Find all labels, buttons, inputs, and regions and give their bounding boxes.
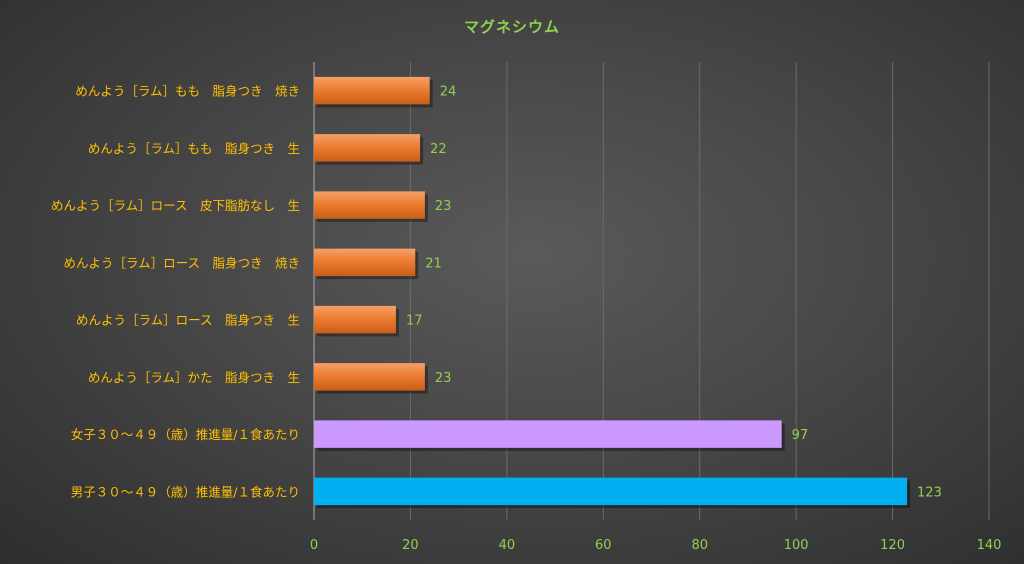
x-tick-label: 0	[310, 538, 318, 553]
chart-title: マグネシウム	[464, 18, 560, 36]
data-label: 97	[792, 428, 809, 443]
category-label: めんよう［ラム］ロース 脂身つき 焼き	[63, 255, 300, 270]
bar	[314, 134, 421, 162]
data-label: 23	[435, 371, 452, 386]
x-tick-label: 20	[402, 538, 419, 553]
x-tick-label: 120	[880, 538, 905, 553]
gridlines	[313, 62, 990, 520]
data-label: 21	[425, 256, 442, 271]
bars: 24 22 23 21 17 23 97 123	[314, 76, 942, 509]
category-label: めんよう［ラム］ロース 脂身つき 生	[76, 313, 300, 328]
data-label: 123	[917, 485, 942, 500]
x-axis-ticks: 0 20 40 60 80 100 120 140	[310, 538, 1002, 553]
bar	[314, 248, 416, 277]
bar	[314, 477, 908, 506]
data-label: 24	[440, 85, 457, 100]
bar	[314, 420, 782, 448]
data-label: 22	[430, 142, 447, 157]
category-label: 男子３０～４９（歳）推進量/１食あたり	[71, 484, 300, 499]
x-tick-label: 140	[977, 538, 1002, 553]
data-label: 17	[406, 314, 423, 329]
category-label: 女子３０～４９（歳）推進量/１食あたり	[71, 427, 300, 442]
bar	[314, 305, 396, 334]
x-tick-label: 40	[499, 538, 516, 553]
x-tick-label: 100	[784, 538, 809, 553]
category-label: めんよう［ラム］もも 脂身つき 焼き	[75, 84, 300, 99]
x-tick-label: 80	[691, 538, 708, 553]
data-label: 23	[435, 199, 452, 214]
category-label: めんよう［ラム］ロース 皮下脂肪なし 生	[51, 198, 300, 213]
category-label: めんよう［ラム］かた 脂身つき 生	[88, 370, 300, 385]
x-tick-label: 60	[595, 538, 612, 553]
bar	[314, 76, 430, 105]
bar	[314, 191, 425, 219]
category-label: めんよう［ラム］もも 脂身つき 生	[88, 141, 300, 156]
bar	[314, 363, 425, 391]
